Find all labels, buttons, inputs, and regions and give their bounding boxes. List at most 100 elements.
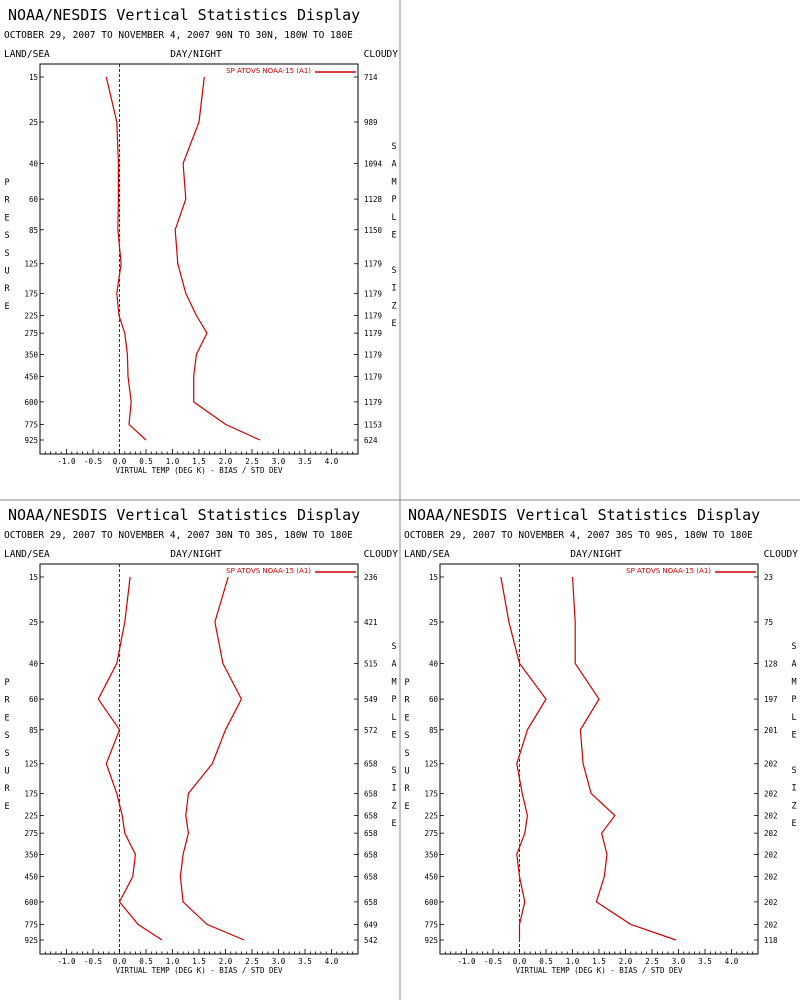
sample-size-label: 542 [364,936,378,945]
sample-size-label: 118 [764,936,778,945]
x-tick-label: 1.0 [566,957,580,966]
corner-label-cloudy: CLOUDY [364,49,399,60]
series-line-bias [97,576,163,941]
corner-label-day-night: DAY/NIGHT [170,49,222,60]
pressure-tick-label: 85 [429,726,438,735]
sample-size-label: 197 [764,695,778,704]
series-line-bias [105,76,147,441]
x-axis-label: VIRTUAL TEMP (DEG K) - BIAS / STD DEV [515,966,683,975]
sample-size-label: 1128 [364,195,383,204]
legend-label: SP ATOVS NOAA-15 (A1) [226,567,311,575]
sample-size-label: 658 [364,760,378,769]
sample-size-label: 649 [364,920,378,929]
x-tick-label: 1.0 [166,957,180,966]
x-axis-label: VIRTUAL TEMP (DEG K) - BIAS / STD DEV [115,966,283,975]
pressure-tick-label: 275 [24,329,38,338]
pressure-tick-label: 775 [24,420,38,429]
sample-size-label: 202 [764,760,778,769]
x-tick-label: 2.0 [219,957,233,966]
x-tick-label: 2.0 [619,957,633,966]
pressure-tick-label: 60 [29,695,39,704]
pressure-tick-label: 600 [24,398,38,407]
sample-size-label: 201 [764,726,778,735]
corner-label-land-sea: LAND/SEA [4,49,50,60]
sample-size-label: 1179 [364,373,382,382]
x-tick-label: 3.0 [672,957,686,966]
corner-label-land-sea: LAND/SEA [404,549,450,560]
pressure-tick-label: 60 [429,695,439,704]
sample-size-label: 202 [764,898,778,907]
x-tick-label: 0.5 [139,457,153,466]
sample-size-label: 658 [364,850,378,859]
pressure-tick-label: 40 [429,659,439,668]
sample-size-label: 1179 [364,329,382,338]
pressure-tick-label: 275 [424,829,438,838]
pressure-tick-label: 225 [24,811,38,820]
x-tick-label: 4.0 [325,957,339,966]
legend-label: SP ATOVS NOAA-15 (A1) [226,67,311,75]
x-tick-label: 0.5 [139,957,153,966]
chart-title: NOAA/NESDIS Vertical Statistics Display [408,506,760,524]
x-tick-label: 4.0 [325,457,339,466]
sample-size-label: 1179 [364,398,382,407]
sample-size-label: 658 [364,873,378,882]
x-tick-label: 3.0 [272,457,286,466]
pressure-tick-label: 25 [29,618,38,627]
x-tick-label: 3.5 [298,957,312,966]
x-tick-label: 0.5 [539,957,553,966]
chart-panel-2: NOAA/NESDIS Vertical Statistics Display O… [4,506,398,975]
sample-size-label: 624 [364,436,378,445]
pressure-tick-label: 40 [29,659,39,668]
x-tick-label: 1.5 [192,957,206,966]
series-line-std-dev [179,576,245,941]
series-line-std-dev [571,576,677,941]
corner-label-day-night: DAY/NIGHT [570,549,622,560]
x-axis-label: VIRTUAL TEMP (DEG K) - BIAS / STD DEV [115,466,283,475]
x-tick-label: 2.5 [245,957,259,966]
pressure-tick-label: 175 [24,789,38,798]
x-tick-label: 3.0 [272,957,286,966]
x-tick-label: 1.5 [592,957,606,966]
x-tick-label: 3.5 [698,957,712,966]
pressure-tick-label: 15 [29,73,38,82]
pressure-tick-label: 275 [24,829,38,838]
chart-title: NOAA/NESDIS Vertical Statistics Display [8,6,360,24]
sample-size-label: 23 [764,573,773,582]
chart-panel-1: NOAA/NESDIS Vertical Statistics Display O… [4,6,398,475]
pressure-tick-label: 125 [24,260,38,269]
x-tick-label: -1.0 [57,957,76,966]
pressure-tick-label: 775 [24,920,38,929]
pressure-tick-label: 775 [424,920,438,929]
chart-panels: NOAA/NESDIS Vertical Statistics Display O… [4,6,798,975]
sample-size-label: 236 [364,573,378,582]
pressure-tick-label: 25 [429,618,438,627]
sample-size-label: 1179 [364,350,382,359]
sample-size-label: 1153 [364,420,382,429]
corner-label-cloudy: CLOUDY [764,549,799,560]
x-tick-label: -0.5 [84,457,102,466]
x-tick-label: 1.5 [192,457,206,466]
sample-size-label: 202 [764,811,778,820]
pressure-tick-label: 925 [424,936,438,945]
sample-size-label: 421 [364,618,378,627]
sample-size-label: 572 [364,726,378,735]
chart-title: NOAA/NESDIS Vertical Statistics Display [8,506,360,524]
sample-size-label: 1179 [364,311,382,320]
x-tick-label: 2.0 [219,457,233,466]
pressure-tick-label: 600 [24,898,38,907]
pressure-tick-label: 125 [24,760,38,769]
sample-size-label: 989 [364,118,378,127]
sample-size-label: 658 [364,829,378,838]
sample-size-label: 1179 [364,289,382,298]
pressure-tick-label: 85 [29,226,38,235]
pressure-tick-label: 450 [424,873,438,882]
sample-size-label: 202 [764,829,778,838]
x-tick-label: -1.0 [457,957,476,966]
sample-size-label: 658 [364,811,378,820]
corner-label-cloudy: CLOUDY [364,549,399,560]
sample-size-label: 549 [364,695,378,704]
